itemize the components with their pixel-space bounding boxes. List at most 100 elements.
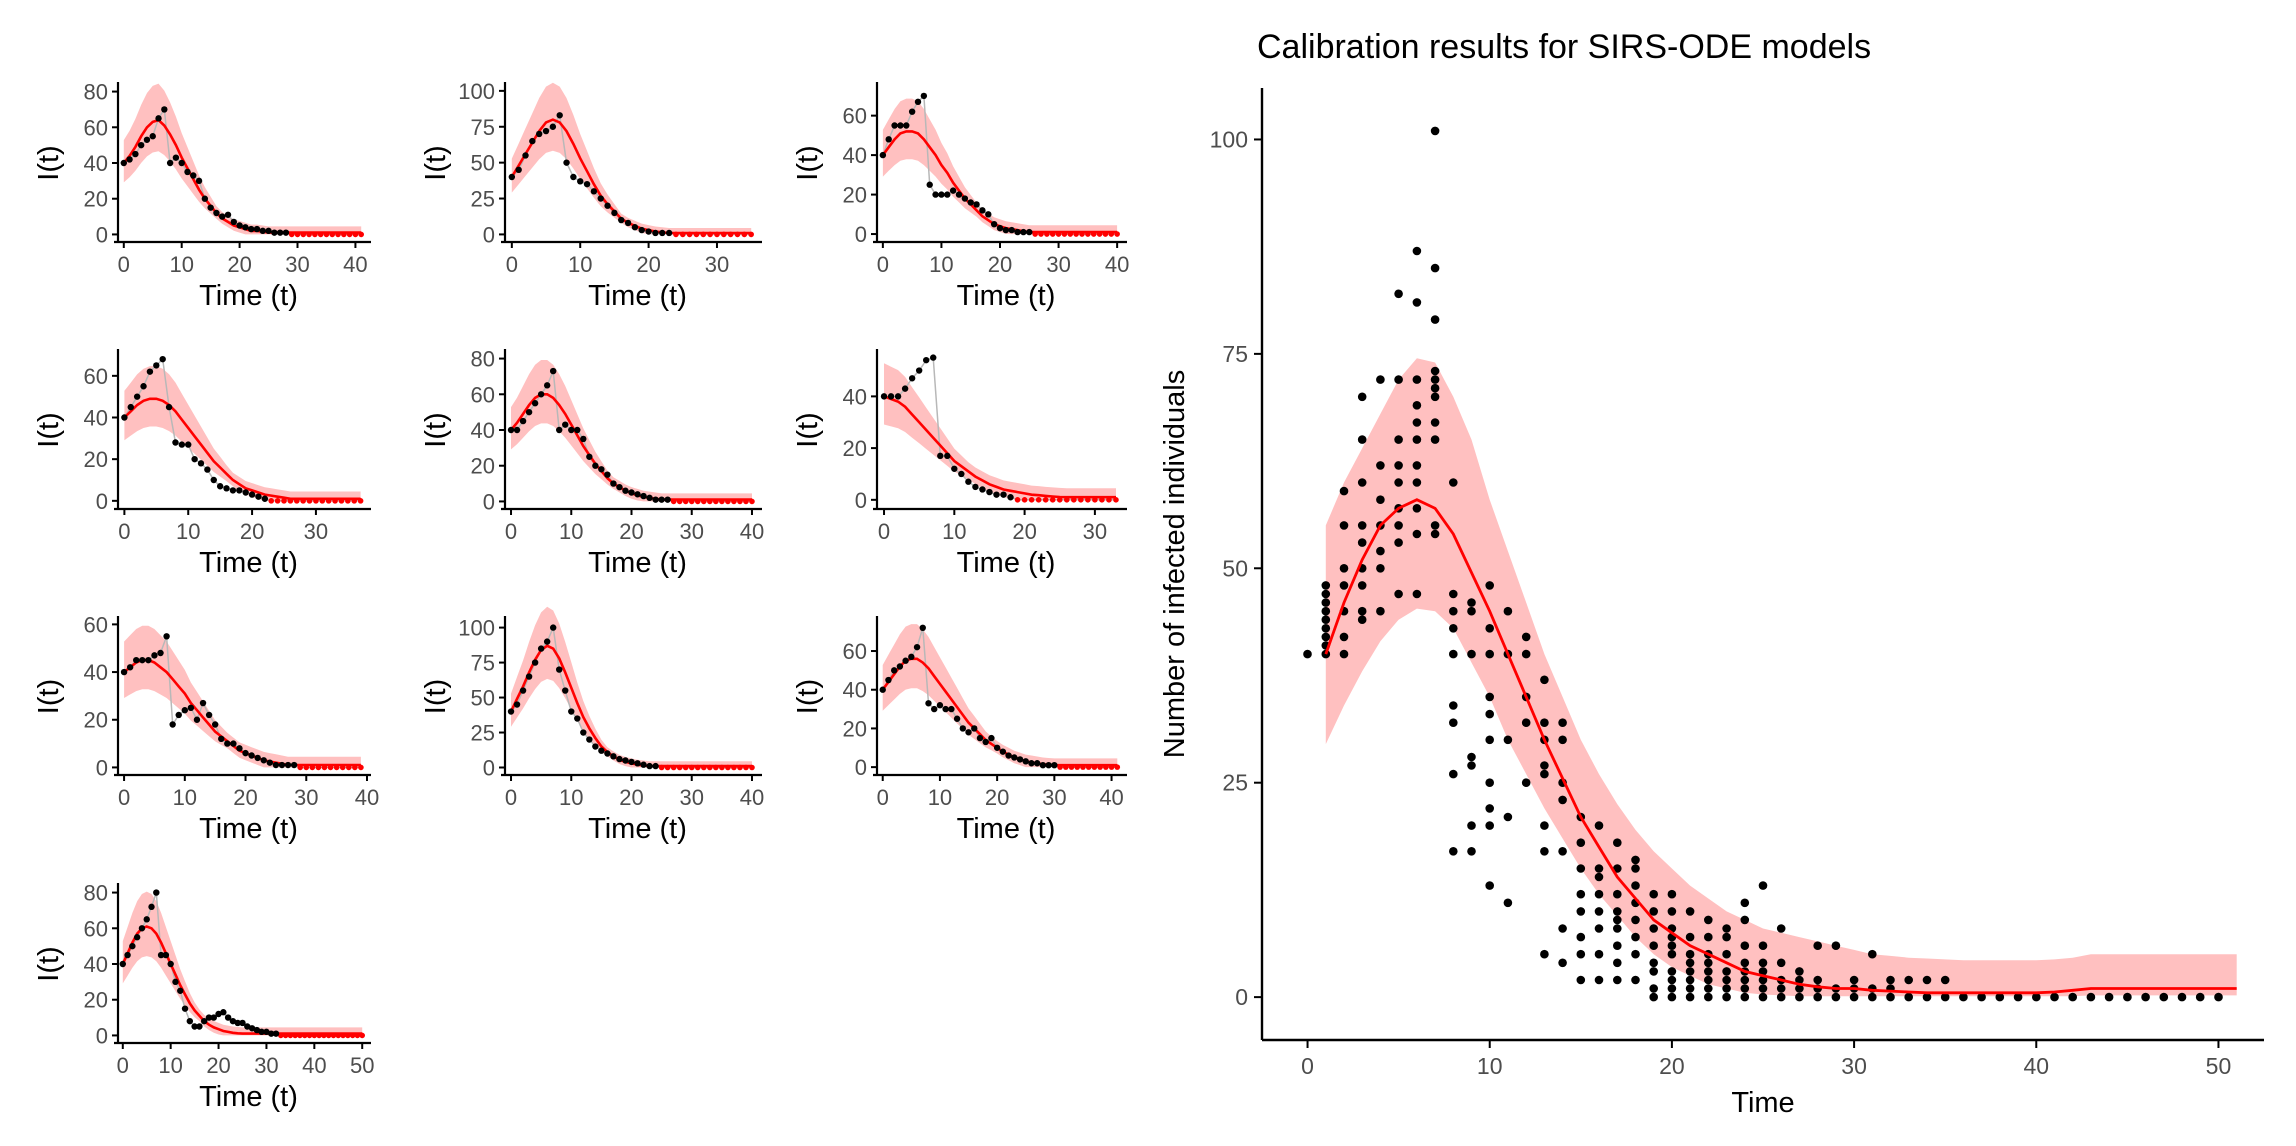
fit-marker <box>677 499 683 505</box>
data-point <box>526 673 532 679</box>
fit-marker <box>313 498 319 504</box>
x-tick-label: 10 <box>176 519 200 544</box>
fit-marker <box>1064 497 1070 503</box>
data-point <box>1832 941 1841 950</box>
data-point <box>2214 993 2223 1002</box>
fit-marker <box>1092 764 1098 770</box>
data-point <box>628 489 634 495</box>
data-point <box>509 174 515 180</box>
data-point <box>1558 924 1567 933</box>
data-point <box>568 427 574 433</box>
data-point <box>618 217 624 223</box>
fit-marker <box>1091 231 1097 237</box>
data-point <box>1017 756 1023 762</box>
data-point <box>1631 856 1640 865</box>
data-point <box>1777 959 1786 968</box>
x-tick-label: 0 <box>1301 1053 1314 1079</box>
x-axis-label: Time (t) <box>957 280 1056 312</box>
data-point <box>1413 461 1422 470</box>
data-point <box>1595 950 1604 959</box>
fit-marker <box>737 499 743 505</box>
fit-marker <box>1099 497 1105 503</box>
data-point <box>1467 650 1476 659</box>
fit-marker <box>665 765 671 771</box>
data-point <box>1832 993 1841 1002</box>
data-point <box>1014 229 1020 235</box>
x-tick-label: 10 <box>929 252 953 277</box>
data-point <box>1485 804 1494 813</box>
x-tick-label: 10 <box>169 252 193 277</box>
fit-marker <box>673 232 679 238</box>
data-point <box>1413 401 1422 410</box>
data-point <box>1668 950 1677 959</box>
data-point <box>1485 736 1494 745</box>
data-point <box>2087 993 2096 1002</box>
data-point <box>1540 950 1549 959</box>
data-point <box>891 667 897 673</box>
x-tick-label: 20 <box>227 252 251 277</box>
y-tick-label: 50 <box>471 686 495 711</box>
data-point <box>1759 993 1768 1002</box>
x-tick-label: 20 <box>636 252 660 277</box>
data-point <box>532 659 538 665</box>
panel-10: 0204060800 10 20 30 40 50Time (t)I(t) <box>33 881 374 1113</box>
data-point <box>1413 247 1422 256</box>
data-point <box>277 229 283 235</box>
y-axis-label: I(t) <box>420 145 452 180</box>
data-point <box>580 729 586 735</box>
data-point <box>1777 984 1786 993</box>
x-tick-label: 40 <box>355 785 379 810</box>
data-point <box>273 1030 279 1036</box>
data-point <box>1413 504 1422 513</box>
panel-2: 0 25 50 75 100 0 10 20 30 Time (t) I(t) <box>420 79 762 312</box>
y-tick-label: 0 <box>855 222 867 247</box>
data-point <box>1431 375 1440 384</box>
data-point <box>950 187 956 193</box>
y-tick-label: 100 <box>1210 126 1248 152</box>
data-point <box>204 466 210 472</box>
data-point <box>187 1018 193 1024</box>
data-point <box>897 122 903 128</box>
x-tick-label: 20 <box>619 519 643 544</box>
data-point <box>1704 959 1713 968</box>
data-point <box>206 712 212 718</box>
fit-marker <box>671 765 677 771</box>
data-point <box>1850 976 1859 985</box>
fit-marker <box>358 498 364 504</box>
data-point <box>991 221 997 227</box>
data-point <box>577 178 583 184</box>
data-point <box>888 393 894 399</box>
data-point <box>176 712 182 718</box>
x-tick-label: 10 <box>568 252 592 277</box>
data-point <box>179 441 185 447</box>
data-point <box>1613 916 1622 925</box>
data-point <box>1595 873 1604 882</box>
panel-4: 02040600 10 20 30Time (t)I(t) <box>33 349 371 579</box>
y-axis-label: I(t) <box>792 679 824 714</box>
data-point <box>658 496 664 502</box>
data-point <box>159 356 165 362</box>
data-point <box>520 687 526 693</box>
fit-marker <box>742 232 748 238</box>
data-point <box>202 196 208 202</box>
data-point <box>1394 435 1403 444</box>
data-point <box>1540 770 1549 779</box>
data-point <box>515 167 521 173</box>
panel-5: 0204060800 10 20 30 40Time (t)I(t) <box>420 347 764 579</box>
data-point <box>1558 959 1567 968</box>
fit-marker <box>347 232 353 238</box>
data-point <box>1340 521 1349 530</box>
fit-marker <box>1092 497 1098 503</box>
data-point <box>973 201 979 207</box>
x-tick-label: 0 <box>117 1053 129 1078</box>
data-point <box>666 230 672 236</box>
y-tick-label: 60 <box>84 115 108 140</box>
data-point <box>1467 598 1476 607</box>
fit-marker <box>719 499 725 505</box>
x-tick-label: 20 <box>240 519 264 544</box>
data-point <box>580 436 586 442</box>
data-point <box>1522 633 1531 642</box>
data-point <box>1000 748 1006 754</box>
y-tick-label: 25 <box>1222 770 1248 796</box>
